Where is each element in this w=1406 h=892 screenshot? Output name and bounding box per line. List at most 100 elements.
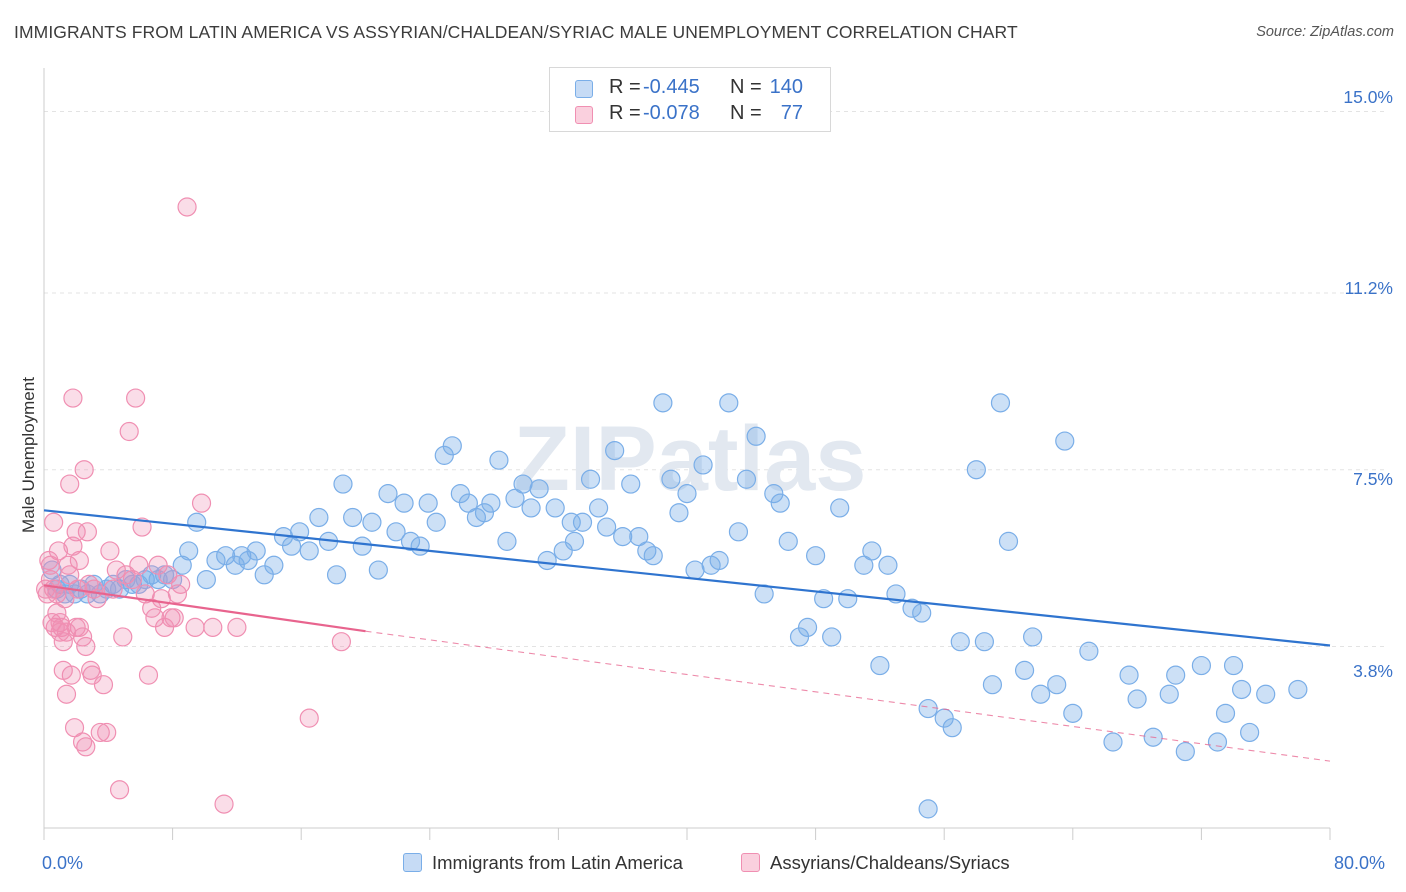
data-point (746, 426, 766, 446)
data-point (50, 622, 70, 642)
data-point (878, 555, 898, 575)
data-point (60, 474, 80, 494)
data-point (1127, 689, 1147, 709)
data-point (90, 722, 110, 743)
y-axis-label: Male Unemployment (19, 377, 38, 533)
data-point (830, 498, 850, 518)
data-point (47, 603, 67, 623)
data-point (299, 541, 319, 561)
data-point (982, 675, 1003, 695)
data-point (126, 388, 146, 408)
data-point (378, 484, 398, 504)
data-point (474, 503, 495, 523)
series-latin-america (42, 393, 1308, 819)
data-point (151, 589, 171, 609)
data-point (203, 617, 223, 637)
data-point (132, 517, 152, 537)
data-point (529, 479, 549, 499)
data-point (44, 512, 64, 532)
data-point (942, 718, 962, 738)
data-point (122, 569, 143, 590)
data-point (106, 560, 126, 580)
data-point (196, 569, 216, 590)
x-tick-label-max: 80.0% (1334, 853, 1386, 873)
data-point (56, 684, 77, 704)
data-point (63, 536, 83, 556)
data-point (1119, 665, 1139, 685)
data-point (362, 512, 382, 532)
data-point (770, 493, 790, 513)
data-point (1256, 684, 1276, 704)
data-point (426, 512, 446, 532)
data-point (368, 560, 388, 580)
data-point (206, 550, 226, 571)
chart-title: IMMIGRANTS FROM LATIN AMERICA VS ASSYRIA… (14, 22, 1018, 42)
data-point (580, 469, 601, 489)
data-point (974, 632, 994, 652)
data-point (814, 589, 834, 609)
data-point (561, 512, 581, 532)
data-point (410, 536, 430, 556)
data-point (1223, 655, 1244, 676)
data-point (238, 550, 258, 571)
data-point (63, 388, 83, 408)
data-point (343, 507, 363, 528)
data-point (97, 722, 117, 743)
data-point (331, 632, 351, 652)
data-point (74, 460, 94, 480)
data-point (1159, 684, 1179, 704)
series-layer (36, 197, 1308, 819)
data-point (442, 436, 462, 456)
data-point (1166, 665, 1186, 685)
data-point (185, 617, 205, 637)
data-point (653, 393, 673, 413)
legend-n-value: 140 (769, 76, 803, 98)
data-point (1191, 655, 1212, 676)
data-point (685, 560, 705, 580)
data-point (418, 493, 438, 513)
data-point (264, 555, 284, 575)
data-point (789, 627, 810, 647)
data-point (709, 550, 729, 571)
data-point (77, 522, 98, 542)
data-point (1207, 732, 1228, 752)
data-point (545, 498, 565, 518)
data-point (754, 584, 774, 604)
legend-swatch-pink (575, 106, 593, 124)
data-point (400, 531, 421, 551)
y-tick-label-3-8: 3.8% (1353, 661, 1393, 681)
data-point (605, 441, 625, 461)
bottom-legend-latin-america: Immigrants from Latin America (403, 852, 683, 874)
data-point (100, 541, 120, 561)
data-point (1288, 679, 1308, 700)
data-point (822, 627, 842, 647)
data-point (862, 541, 882, 561)
data-point (621, 474, 641, 494)
data-point (129, 555, 149, 575)
data-point (661, 469, 681, 489)
data-point (177, 197, 197, 217)
data-point (309, 507, 329, 528)
data-point (164, 608, 184, 628)
data-point (394, 493, 414, 513)
data-point (764, 484, 784, 504)
data-point (1103, 732, 1123, 752)
data-point (48, 541, 69, 561)
data-point (40, 555, 61, 575)
data-point (677, 484, 697, 504)
data-point (299, 708, 319, 728)
trend-line (43, 509, 1331, 647)
data-point (693, 455, 713, 475)
data-point (122, 574, 143, 594)
data-point (1047, 675, 1067, 695)
data-point (76, 636, 96, 657)
data-point (918, 799, 938, 819)
data-point (505, 488, 525, 508)
data-point (537, 550, 557, 571)
data-point (669, 503, 689, 523)
data-point (912, 603, 932, 623)
trend-line (43, 584, 366, 633)
data-point (854, 555, 874, 575)
series-assyrians (36, 197, 351, 814)
data-point (629, 526, 649, 547)
